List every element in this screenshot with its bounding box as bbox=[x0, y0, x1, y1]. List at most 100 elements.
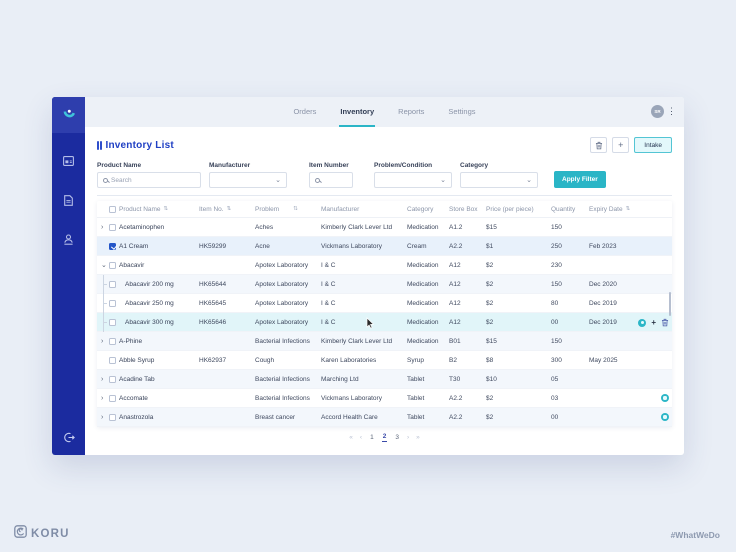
table-row[interactable]: › Acadine Tab Bacterial Infections Marching… bbox=[97, 370, 672, 389]
row-checkbox[interactable] bbox=[109, 300, 116, 307]
row-checkbox[interactable] bbox=[109, 356, 116, 364]
filter-select[interactable]: ⌄ bbox=[460, 172, 538, 188]
kebab-menu-icon[interactable]: ⋮ bbox=[667, 106, 676, 116]
cell-product-name: Abacavir 200 mg bbox=[125, 281, 174, 288]
column-header-store-box[interactable]: Store Box bbox=[449, 206, 486, 213]
table-header: Product Name ⇅ Item No. ⇅ Problem ⇅ Manufactur… bbox=[97, 201, 672, 218]
expand-icon[interactable]: › bbox=[101, 375, 104, 383]
row-checkbox[interactable] bbox=[109, 413, 116, 421]
tab-settings[interactable]: Settings bbox=[448, 106, 476, 116]
select-all-checkbox[interactable] bbox=[109, 205, 116, 213]
dashboard-icon[interactable] bbox=[63, 155, 75, 167]
column-header-product-name[interactable]: Product Name ⇅ bbox=[119, 206, 199, 213]
table-row[interactable]: Abacavir 300 mg HK65646 Apotex Laboratory I… bbox=[97, 313, 672, 332]
filter-bar: Product Name Search Manufacturer ⌄ Item Numb… bbox=[97, 162, 672, 188]
row-checkbox[interactable] bbox=[109, 242, 116, 250]
table-row[interactable]: A1 Cream HK59299 Acne Vickmans Laboratory Cr… bbox=[97, 237, 672, 256]
table-row[interactable]: ⌄ Abacavir Apotex Laboratory I & C Medicatio… bbox=[97, 256, 672, 275]
filter-select[interactable]: ⌄ bbox=[374, 172, 452, 188]
row-checkbox[interactable] bbox=[109, 375, 116, 383]
table-row[interactable]: Abacavir 250 mg HK65645 Apotex Laboratory I… bbox=[97, 294, 672, 313]
pagination-first[interactable]: « bbox=[349, 434, 353, 441]
pagination-last[interactable]: » bbox=[416, 434, 420, 441]
row-checkbox[interactable] bbox=[109, 281, 116, 288]
row-checkbox[interactable] bbox=[109, 319, 116, 326]
expand-icon[interactable]: › bbox=[101, 394, 104, 402]
tab-orders[interactable]: Orders bbox=[293, 106, 317, 116]
row-actions bbox=[635, 256, 672, 274]
add-icon[interactable]: + bbox=[651, 317, 656, 327]
trash-icon[interactable] bbox=[661, 318, 669, 327]
cell-category: Tablet bbox=[407, 394, 425, 402]
column-header-price-per-piece-[interactable]: Price (per piece) bbox=[486, 206, 551, 213]
scrollbar-thumb[interactable] bbox=[669, 292, 671, 316]
cell-category: Tablet bbox=[407, 375, 425, 383]
table-row[interactable]: Abacavir 200 mg HK65644 Apotex Laboratory I… bbox=[97, 275, 672, 294]
row-actions: + bbox=[635, 313, 672, 332]
collapse-icon[interactable]: ⌄ bbox=[101, 261, 107, 269]
cell-problem: Bacterial Infections bbox=[255, 337, 310, 345]
expand-icon[interactable]: › bbox=[101, 223, 104, 231]
logout-icon[interactable] bbox=[63, 431, 75, 443]
pagination-next[interactable]: › bbox=[406, 434, 410, 441]
restock-badge-icon[interactable] bbox=[661, 413, 669, 421]
tab-inventory[interactable]: Inventory bbox=[339, 97, 376, 127]
table-row[interactable]: › Anastrozola Breast cancer Accord Health C… bbox=[97, 408, 672, 427]
apply-filter-button[interactable]: Apply Filter bbox=[554, 171, 606, 188]
column-header-quantity[interactable]: Quantity bbox=[551, 206, 589, 213]
cell-manufacturer: I & C bbox=[321, 261, 336, 269]
table-row[interactable]: › A-Phine Bacterial Infections Kimberly Cla… bbox=[97, 332, 672, 351]
sort-icon[interactable]: ⇅ bbox=[163, 206, 169, 212]
cell-store-box: A12 bbox=[449, 319, 461, 326]
cell-manufacturer: Vickmans Laboratory bbox=[321, 394, 382, 402]
sort-icon[interactable]: ⇅ bbox=[293, 206, 298, 212]
filter-search-input[interactable]: Search bbox=[97, 172, 201, 188]
row-toggle-cell bbox=[101, 294, 119, 313]
column-header-category[interactable]: Category bbox=[407, 206, 449, 213]
document-icon[interactable] bbox=[63, 194, 75, 206]
cell-manufacturer: Karen Laboratories bbox=[321, 356, 377, 364]
cell-store-box: B2 bbox=[449, 356, 457, 364]
cell-category: Cream bbox=[407, 242, 427, 250]
add-button[interactable]: + bbox=[612, 137, 630, 153]
delete-button[interactable] bbox=[590, 137, 608, 153]
restock-badge-icon[interactable] bbox=[661, 394, 669, 402]
table-row[interactable]: › Accomate Bacterial Infections Vickmans La… bbox=[97, 389, 672, 408]
row-checkbox[interactable] bbox=[109, 337, 116, 345]
app-window: Orders Inventory Reports Settings SR ⋮ Inven… bbox=[52, 97, 684, 455]
column-header-item-no-[interactable]: Item No. ⇅ bbox=[199, 206, 255, 213]
restock-icon[interactable] bbox=[638, 318, 647, 327]
pagination-prev[interactable]: ‹ bbox=[359, 434, 363, 441]
sort-icon[interactable]: ⇅ bbox=[226, 206, 232, 212]
row-checkbox[interactable] bbox=[109, 261, 116, 269]
row-checkbox[interactable] bbox=[109, 394, 116, 402]
cell-price: $2 bbox=[486, 394, 494, 402]
filter-select[interactable]: ⌄ bbox=[209, 172, 287, 188]
tab-reports[interactable]: Reports bbox=[398, 106, 425, 116]
column-label: Manufacturer bbox=[321, 205, 360, 213]
filter-field-product-name: Product Name Search bbox=[97, 162, 201, 188]
column-header-manufacturer[interactable]: Manufacturer bbox=[321, 206, 407, 213]
cell-problem: Bacterial Infections bbox=[255, 394, 310, 402]
sort-icon[interactable]: ⇅ bbox=[625, 206, 631, 212]
cell-product-name: Abble Syrup bbox=[119, 356, 155, 364]
row-checkbox[interactable] bbox=[109, 223, 116, 231]
table-body: › Acetaminophen Aches Kimberly Clark Lever … bbox=[97, 218, 672, 427]
table-row[interactable]: Abble Syrup HK62937 Cough Karen Laboratorie… bbox=[97, 351, 672, 370]
cell-store-box: T30 bbox=[449, 375, 461, 383]
pagination-page-2[interactable]: 2 bbox=[381, 433, 388, 442]
expand-icon[interactable]: › bbox=[101, 413, 104, 421]
column-label: Item No. bbox=[199, 205, 224, 213]
column-header-problem[interactable]: Problem ⇅ bbox=[255, 206, 321, 213]
header-check-cell bbox=[101, 201, 119, 217]
avatar[interactable]: SR bbox=[651, 105, 664, 118]
column-header-expiry-date[interactable]: Expiry Date ⇅ bbox=[589, 206, 635, 213]
expand-icon[interactable]: › bbox=[101, 337, 104, 345]
pagination-page-3[interactable]: 3 bbox=[395, 434, 399, 441]
pagination-page-1[interactable]: 1 bbox=[370, 434, 374, 441]
app-logo[interactable] bbox=[52, 97, 85, 133]
table-row[interactable]: › Acetaminophen Aches Kimberly Clark Lever … bbox=[97, 218, 672, 237]
intake-button[interactable]: Intake bbox=[634, 137, 672, 153]
user-icon[interactable] bbox=[63, 233, 75, 245]
filter-search-input[interactable] bbox=[309, 172, 353, 188]
